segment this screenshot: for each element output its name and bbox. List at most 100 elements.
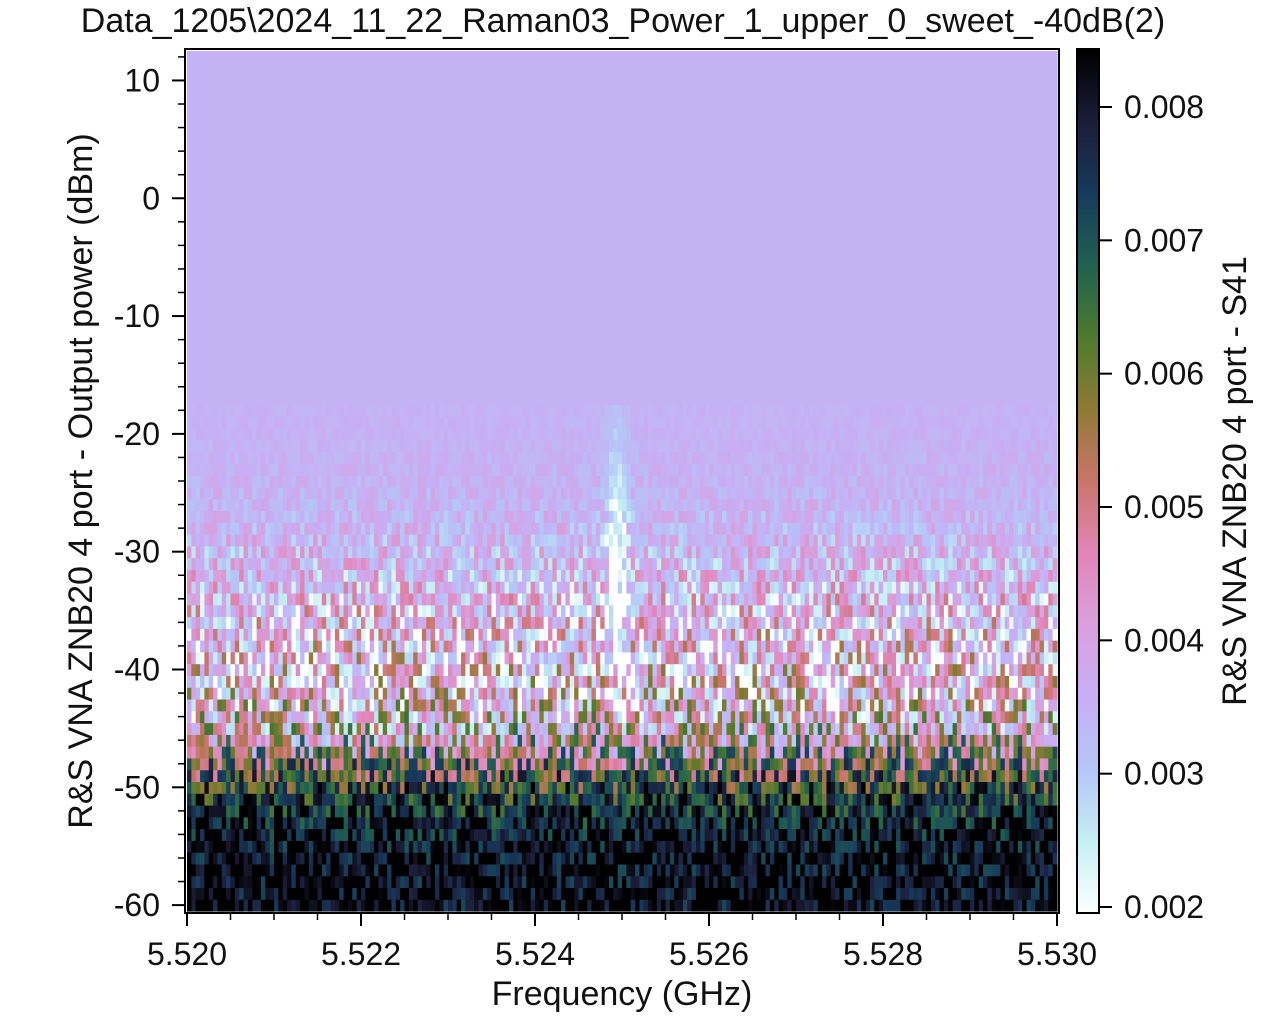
- heatmap-cell: [926, 640, 932, 653]
- heatmap-cell: [491, 757, 497, 771]
- heatmap-cell: [361, 828, 366, 841]
- heatmap-cell: [817, 746, 823, 759]
- heatmap-cell: [291, 710, 297, 724]
- heatmap-cell: [978, 804, 984, 818]
- heatmap-cell: [539, 710, 545, 724]
- heatmap-cell: [948, 640, 954, 653]
- heatmap-cell: [830, 734, 836, 747]
- heatmap-cell: [247, 840, 253, 853]
- heatmap-cell: [391, 710, 397, 724]
- heatmap-cell: [374, 616, 379, 629]
- heatmap-cell: [796, 863, 801, 877]
- heatmap-cell: [704, 628, 710, 641]
- heatmap-cell: [856, 640, 862, 653]
- heatmap-cell: [391, 698, 397, 712]
- heatmap-cell: [917, 675, 923, 688]
- heatmap-cell: [913, 852, 919, 865]
- heatmap-cell: [461, 793, 466, 806]
- heatmap-cell: [839, 734, 845, 747]
- heatmap-cell: [339, 675, 345, 688]
- heatmap-cell: [226, 781, 232, 794]
- heatmap-cell: [208, 899, 214, 912]
- heatmap-cell: [774, 828, 780, 841]
- heatmap-cell: [243, 628, 249, 641]
- heatmap-cell: [835, 628, 841, 641]
- heatmap-cell: [204, 746, 210, 759]
- heatmap-cell: [669, 734, 675, 747]
- heatmap-cell: [535, 616, 540, 629]
- heatmap-cell: [260, 875, 266, 889]
- heatmap-cell: [748, 875, 754, 889]
- heatmap-cell: [961, 663, 967, 676]
- heatmap-cell: [313, 899, 319, 912]
- heatmap-cell: [678, 899, 684, 912]
- heatmap-cell: [687, 863, 693, 877]
- heatmap-cell: [1022, 616, 1028, 629]
- heatmap-cell: [187, 675, 192, 688]
- heatmap-cell: [1052, 710, 1058, 724]
- heatmap-cell: [587, 640, 593, 653]
- heatmap-cell: [904, 651, 910, 665]
- heatmap-cell: [617, 710, 623, 724]
- heatmap-cell: [469, 698, 475, 712]
- heatmap-cell: [274, 840, 279, 853]
- heatmap-cell: [508, 746, 514, 759]
- heatmap-cell: [826, 793, 832, 806]
- heatmap-cell: [608, 722, 614, 735]
- heatmap-cell: [722, 687, 727, 700]
- heatmap-cell: [217, 816, 223, 830]
- heatmap-cell: [822, 651, 828, 665]
- heatmap-cell: [852, 793, 858, 806]
- heatmap-cell: [361, 675, 366, 688]
- heatmap-cell: [1013, 710, 1019, 724]
- heatmap-cell: [639, 875, 645, 889]
- heatmap-cell: [243, 640, 249, 653]
- heatmap-cell: [208, 887, 214, 900]
- heatmap-cell: [565, 663, 571, 676]
- heatmap-cell: [234, 675, 240, 688]
- heatmap-cell: [922, 875, 928, 889]
- heatmap-cell: [970, 616, 975, 629]
- heatmap-cell: [187, 710, 192, 724]
- heatmap-cell: [561, 781, 567, 794]
- heatmap-cell: [852, 757, 858, 771]
- heatmap-cell: [695, 616, 701, 629]
- heatmap-cell: [691, 698, 697, 712]
- heatmap-cell: [1035, 710, 1041, 724]
- heatmap-cell: [856, 793, 862, 806]
- heatmap-cell: [513, 828, 519, 841]
- heatmap-cell: [539, 757, 545, 771]
- heatmap-cell: [630, 875, 636, 889]
- heatmap-cell: [226, 899, 232, 912]
- heatmap-cell: [443, 616, 449, 629]
- heatmap-cell: [452, 675, 458, 688]
- heatmap-cell: [334, 687, 340, 700]
- heatmap-cell: [434, 828, 440, 841]
- heatmap-cell: [578, 687, 584, 700]
- heatmap-cell: [347, 887, 353, 900]
- heatmap-cell: [417, 816, 423, 830]
- heatmap-cell: [269, 640, 275, 653]
- heatmap-cell: [652, 769, 658, 783]
- heatmap-cell: [661, 863, 667, 877]
- heatmap-cell: [635, 828, 640, 841]
- heatmap-cell: [891, 651, 897, 665]
- heatmap-cell: [239, 781, 245, 794]
- heatmap-cell: [195, 722, 201, 735]
- heatmap-cell: [652, 863, 658, 877]
- heatmap-cell: [1026, 640, 1032, 653]
- heatmap-cell: [978, 663, 984, 676]
- heatmap-cell: [956, 793, 962, 806]
- heatmap-cell: [408, 734, 414, 747]
- heatmap-cell: [1009, 687, 1015, 700]
- heatmap-cell: [526, 793, 532, 806]
- heatmap-cell: [495, 640, 501, 653]
- heatmap-cell: [852, 640, 858, 653]
- heatmap-cell: [909, 710, 915, 724]
- heatmap-cell: [308, 722, 314, 735]
- heatmap-cell: [817, 769, 823, 783]
- heatmap-cell: [195, 734, 201, 747]
- heatmap-cell: [878, 687, 884, 700]
- heatmap-cell: [782, 746, 788, 759]
